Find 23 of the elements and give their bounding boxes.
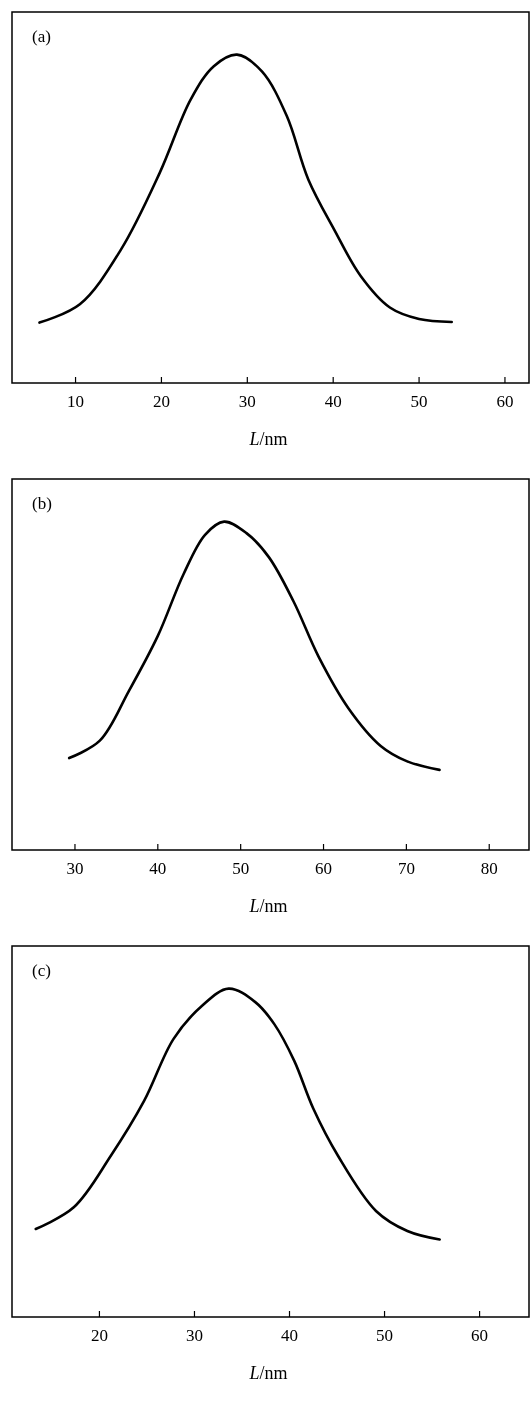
x-tick-label: 30 (66, 859, 84, 878)
x-tick-label: 10 (67, 392, 85, 411)
x-tick-label: 60 (471, 1326, 489, 1345)
x-tick-label: 20 (152, 392, 170, 411)
x-tick-label: 60 (315, 859, 333, 878)
x-tick-label: 40 (324, 392, 342, 411)
x-axis-title: L/nm (248, 429, 288, 449)
text: (a) (32, 27, 51, 46)
x-tick-label: 50 (232, 859, 250, 878)
x-tick-label: 30 (185, 1326, 203, 1345)
x-tick-label: 30 (238, 392, 256, 411)
x-tick-label: 80 (480, 859, 498, 878)
x-tick-label: 50 (376, 1326, 394, 1345)
x-tick-label: 50 (410, 392, 428, 411)
x-tick-label: 60 (496, 392, 514, 411)
text: (b) (32, 494, 52, 513)
text: (c) (32, 961, 51, 980)
x-axis-title: L/nm (248, 1363, 288, 1383)
x-tick-label: 70 (397, 859, 415, 878)
x-axis-title: L/nm (248, 896, 288, 916)
x-tick-label: 40 (281, 1326, 299, 1345)
x-tick-label: 20 (90, 1326, 108, 1345)
x-tick-label: 40 (149, 859, 167, 878)
